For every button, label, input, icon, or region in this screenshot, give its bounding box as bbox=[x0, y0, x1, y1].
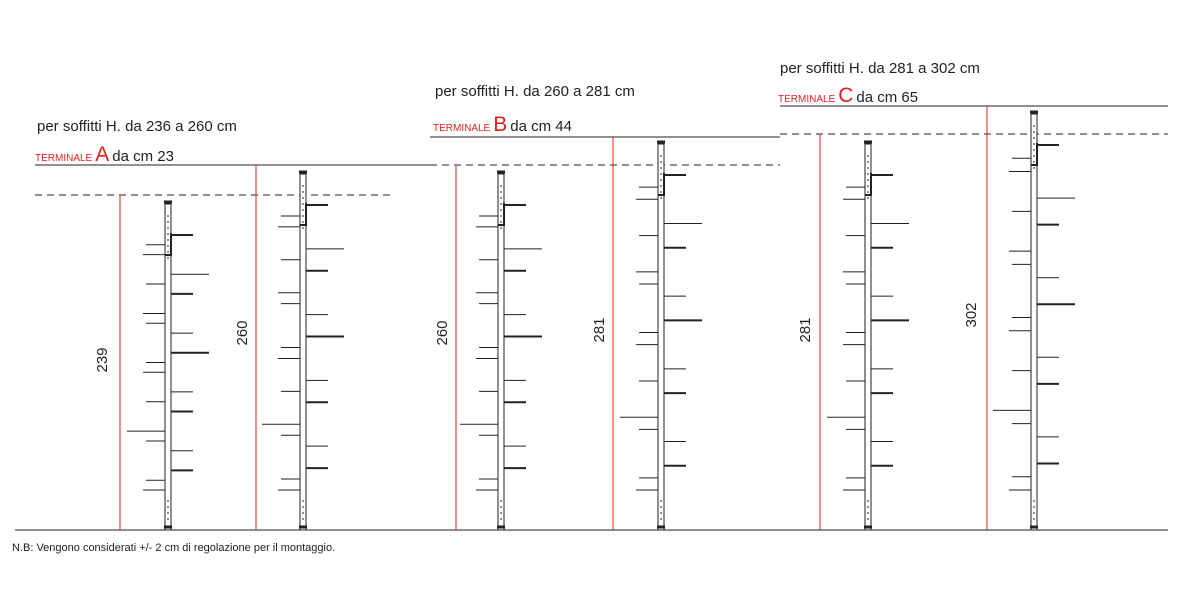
pole bbox=[1030, 113, 1038, 531]
bracket bbox=[165, 233, 172, 256]
terminal-word: TERMINALE bbox=[778, 94, 836, 105]
height-label: 281 bbox=[797, 317, 814, 342]
bracket bbox=[1031, 143, 1038, 166]
pole bbox=[164, 203, 172, 531]
terminal-word: TERMINALE bbox=[35, 153, 93, 164]
note: N.B: Vengono considerati +/- 2 cm di reg… bbox=[12, 542, 335, 554]
bracket bbox=[658, 173, 665, 196]
group-title: per soffitti H. da 236 a 260 cm bbox=[37, 118, 237, 135]
height-label: 239 bbox=[94, 347, 111, 372]
terminal-letter: A bbox=[95, 143, 109, 166]
pole bbox=[864, 143, 872, 531]
terminal-length: da cm 23 bbox=[112, 148, 174, 165]
bracket bbox=[865, 173, 872, 196]
height-label: 260 bbox=[234, 320, 251, 345]
terminal-letter: C bbox=[838, 84, 853, 107]
height-label: 260 bbox=[434, 320, 451, 345]
bracket bbox=[300, 203, 307, 226]
terminal-letter: B bbox=[493, 113, 507, 136]
terminal-word: TERMINALE bbox=[433, 123, 491, 134]
height-label: 302 bbox=[963, 302, 980, 327]
height-label: 281 bbox=[591, 317, 608, 342]
pole bbox=[497, 173, 505, 531]
pole bbox=[657, 143, 665, 531]
terminal-length: da cm 65 bbox=[856, 89, 918, 106]
group-title: per soffitti H. da 281 a 302 cm bbox=[780, 60, 980, 77]
bracket bbox=[498, 203, 505, 226]
terminal-length: da cm 44 bbox=[510, 118, 572, 135]
pole bbox=[299, 173, 307, 531]
group-title: per soffitti H. da 260 a 281 cm bbox=[435, 83, 635, 100]
